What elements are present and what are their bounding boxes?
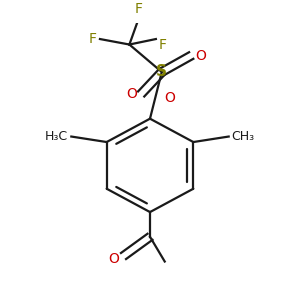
- Text: O: O: [196, 49, 206, 62]
- Text: O: O: [126, 87, 137, 101]
- Text: F: F: [89, 32, 97, 46]
- Text: H₃C: H₃C: [45, 130, 68, 143]
- Text: F: F: [159, 38, 167, 52]
- Text: F: F: [134, 2, 142, 16]
- Text: O: O: [108, 252, 119, 266]
- Text: CH₃: CH₃: [232, 130, 255, 143]
- Text: O: O: [165, 91, 176, 105]
- Text: S: S: [156, 64, 167, 80]
